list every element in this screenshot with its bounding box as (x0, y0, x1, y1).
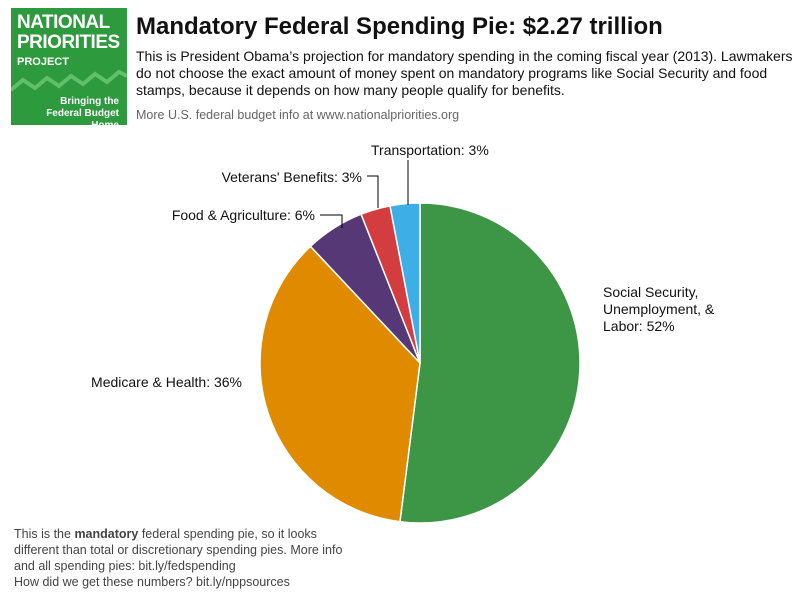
logo-line-1: NATIONAL (17, 12, 110, 33)
logo-zigzag-icon (11, 69, 127, 92)
footer-sources: How did we get these numbers? bit.ly/npp… (14, 575, 290, 589)
slice-leader-line-2 (320, 214, 343, 228)
footer-note-prefix: This is the (14, 527, 75, 541)
pie-slice-1 (259, 245, 421, 523)
description: This is President Obama’s projection for… (136, 48, 793, 98)
slice-label-0: Social Security, Unemployment, & Labor: 52… (603, 284, 715, 334)
logo-tagline: Bringing the Federal Budget Home (19, 96, 119, 125)
footer-note-suffix: federal spending pie, so it looks differ… (14, 527, 343, 573)
npp-logo: NATIONAL PRIORITIES PROJECT Bringing the… (11, 8, 127, 125)
logo-line-2: PRIORITIES (17, 32, 120, 53)
slice-label-1: Medicare & Health: 36% (91, 374, 242, 390)
logo-tagline-2: Federal Budget Home (46, 108, 119, 125)
footer-note-bold: mandatory (74, 527, 139, 541)
page-title: Mandatory Federal Spending Pie: $2.27 tr… (136, 13, 663, 40)
slice-label-3: Veterans' Benefits: 3% (222, 169, 362, 185)
footer-mandatory-note: This is the mandatory federal spending p… (14, 526, 354, 574)
pie-slice-0 (399, 202, 581, 524)
logo-line-3: PROJECT (17, 56, 69, 68)
more-info-text: More U.S. federal budget info at www.nat… (136, 108, 460, 122)
footer-note: This is the mandatory federal spending p… (14, 526, 354, 590)
pie-slice-4 (389, 202, 421, 364)
logo-tagline-1: Bringing the (60, 96, 119, 107)
slice-label-2: Food & Agriculture: 6% (172, 207, 315, 223)
slice-label-4: Transportation: 3% (371, 142, 489, 158)
slice-leader-line-3 (367, 175, 379, 208)
